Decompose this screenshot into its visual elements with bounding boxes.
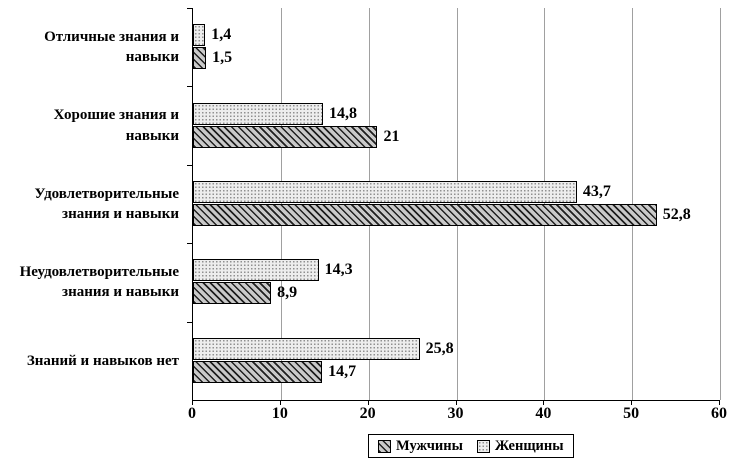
bar-women: [193, 102, 323, 125]
bar-women: [193, 337, 420, 360]
bar-value-label: 14,3: [324, 261, 353, 279]
bar-value-label: 43,7: [582, 183, 611, 200]
bar-value-label: 8,9: [277, 284, 298, 302]
bar-value-label: 1,4: [211, 26, 232, 44]
bar-value-label: 14,8: [328, 104, 357, 122]
y-axis-tick: [187, 8, 192, 9]
bar-value-label: 14,7: [328, 362, 357, 380]
x-axis-tick: [543, 400, 545, 405]
x-tick-label: 60: [711, 405, 727, 422]
x-tick-label: 30: [447, 405, 464, 422]
x-tick-label: 0: [188, 405, 196, 422]
x-axis-tick: [279, 400, 281, 405]
category-label: Хорошие знания и навыки: [53, 107, 179, 144]
x-axis-tick: [367, 400, 369, 405]
category-label: Отличные знания и навыки: [44, 28, 179, 66]
bar-value-label: 21: [383, 127, 400, 145]
gridline: [720, 8, 721, 400]
category-label: Удовлетворительные знания и навыки: [34, 185, 180, 222]
bar-men: [193, 282, 272, 305]
men-hatch-swatch-icon: [378, 439, 391, 453]
category-label: Неудовлетворительные знания и навыки: [19, 264, 179, 301]
x-axis-tick: [719, 400, 720, 405]
legend-label-men: Мужчины: [396, 437, 463, 454]
bar-women: [193, 259, 319, 282]
legend-label-women: Женщины: [494, 437, 564, 454]
y-axis-tick: [187, 321, 192, 323]
x-tick-label: 40: [535, 405, 552, 422]
bar-men: [193, 125, 378, 148]
bar-value-label: 25,8: [425, 339, 454, 357]
bar-value-label: 52,8: [662, 206, 691, 223]
bar-women: [193, 24, 206, 47]
bar-men: [193, 47, 207, 70]
x-axis-tick: [455, 400, 457, 405]
y-axis-tick: [187, 86, 192, 88]
x-tick-label: 20: [359, 405, 376, 422]
x-tick-label: 10: [271, 405, 288, 422]
legend: Мужчины Женщины: [368, 434, 574, 458]
bar-men: [193, 204, 657, 226]
plot-area: 1,4 1,5 14,8 21 43,7 52,8 14,3 8,9 25,8 14,7: [192, 8, 721, 401]
bar-women: [193, 181, 577, 203]
x-axis-tick: [631, 400, 633, 405]
y-axis-tick: [187, 164, 192, 166]
bar-men: [193, 360, 323, 383]
bar-value-label: 1,5: [212, 49, 233, 67]
women-dots-swatch-icon: [476, 439, 490, 453]
legend-entry-men: Мужчины: [378, 438, 463, 455]
category-label: Знаний и навыков нет: [26, 352, 179, 369]
x-tick-label: 50: [623, 405, 640, 422]
legend-entry-women: Женщины: [476, 437, 564, 455]
x-axis-tick: [192, 400, 193, 405]
y-axis-tick: [187, 243, 192, 245]
